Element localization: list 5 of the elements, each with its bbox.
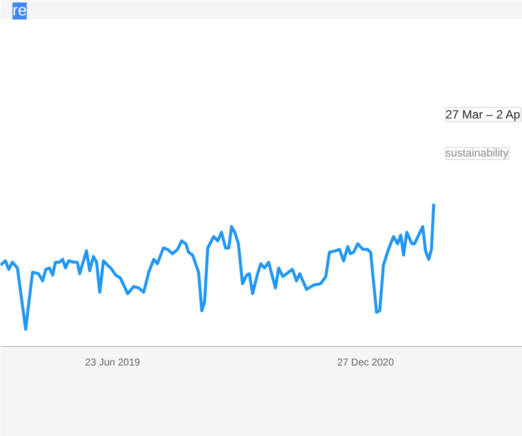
x-tick-label: 23 Jun 2019 <box>85 358 141 368</box>
text: sustainability <box>446 148 509 160</box>
text: 27 Mar – 2 Ap <box>446 108 521 122</box>
chart-title: re <box>12 2 27 20</box>
x-tick-label: 27 Dec 2020 <box>337 358 394 368</box>
